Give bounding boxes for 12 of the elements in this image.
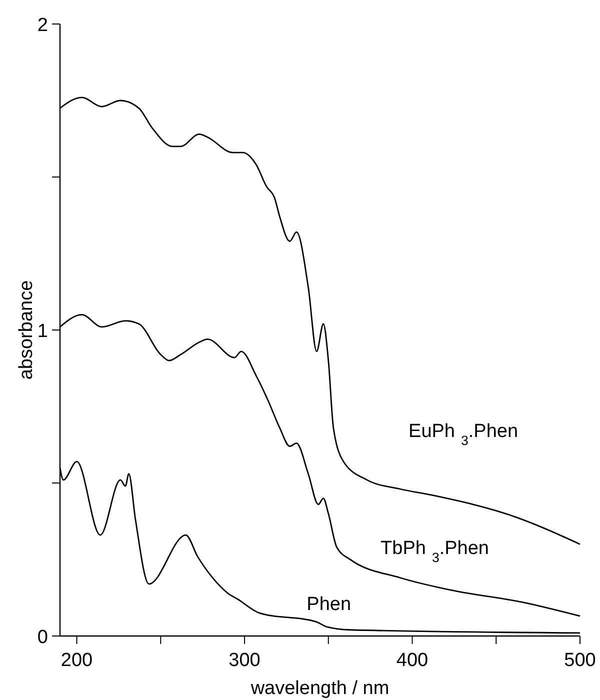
series-label: TbPh$_{3}$.Phen [380, 538, 489, 564]
series-label: Phen [306, 594, 352, 615]
y-tick-label: 1 [37, 321, 48, 342]
y-tick-label: 0 [37, 627, 48, 648]
x-tick-label: 200 [60, 650, 93, 671]
x-tick-label: 300 [228, 650, 260, 671]
x-axis-title: wavelength / nm [250, 678, 390, 699]
x-tick-label: 400 [396, 650, 428, 671]
y-tick-label: 2 [37, 15, 48, 36]
text: EuPh$_{3}$.Phen [408, 421, 518, 448]
y-axis-title: absorbance [16, 280, 37, 380]
x-tick-label: 500 [564, 650, 596, 671]
